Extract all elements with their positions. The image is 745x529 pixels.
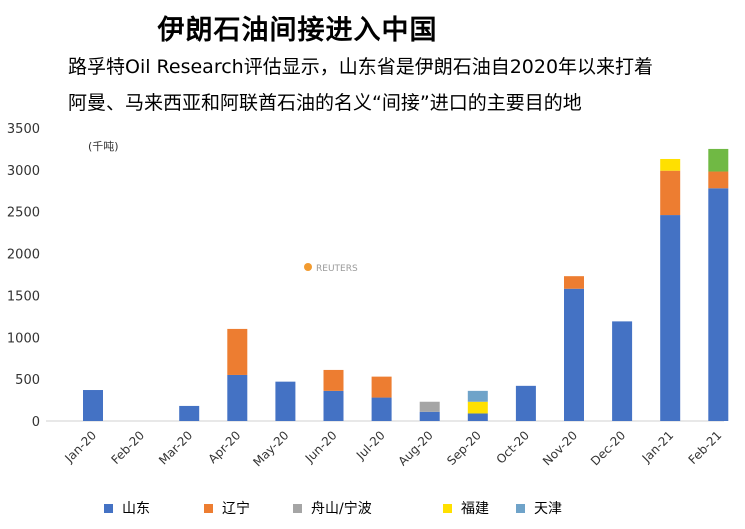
legend-item: 山东 — [104, 498, 150, 518]
y-axis-ticks: 0 500 1000 1500 2000 2500 3000 3500 — [7, 122, 40, 430]
x-tick-label: Jun-20 — [302, 428, 340, 466]
bar-segment — [227, 374, 248, 421]
x-tick-label: Feb-20 — [108, 428, 147, 467]
chart-title: 伊朗石油间接进入中国 — [157, 15, 438, 46]
reuters-logo-icon — [304, 263, 312, 271]
y-tick-label: 3000 — [7, 164, 40, 179]
legend-swatch — [104, 503, 113, 513]
x-tick-label: Nov-20 — [540, 428, 580, 468]
x-tick-label: Jan-20 — [62, 428, 100, 466]
bar-segment — [467, 401, 488, 414]
bar-segment — [419, 411, 440, 421]
x-tick-label: Feb-21 — [686, 428, 725, 467]
bar-segment — [467, 413, 488, 421]
legend-swatch — [443, 503, 452, 513]
watermark-text: REUTERS — [316, 264, 358, 274]
bar-segment — [419, 401, 440, 412]
bar-segment — [660, 170, 681, 216]
bar-segment — [323, 369, 344, 391]
bar-segment — [371, 376, 392, 398]
chart-subtitle-line-1: 路孚特Oil Research评估显示，山东省是伊朗石油自2020年以来打着 — [68, 56, 654, 78]
legend-swatch — [516, 503, 525, 513]
bar-segment — [708, 171, 729, 189]
y-tick-label: 0 — [32, 415, 40, 430]
legend-item: 辽宁 — [204, 498, 250, 518]
legend-label: 天津 — [534, 501, 562, 517]
legend-swatch — [293, 503, 302, 513]
legend-label: 福建 — [461, 501, 489, 517]
legend: 山东 辽宁 舟山/宁波 福建 天津 — [0, 498, 745, 522]
bar-segment — [467, 390, 488, 402]
x-tick-label: Sep-20 — [444, 428, 484, 468]
legend-item: 舟山/宁波 — [293, 498, 372, 518]
y-tick-label: 3500 — [7, 122, 40, 137]
unit-label: (千吨) — [88, 140, 119, 153]
y-tick-label: 2500 — [7, 206, 40, 221]
bar-segment — [708, 188, 729, 421]
bar-segment — [564, 276, 584, 289]
legend-label: 山东 — [122, 501, 150, 517]
x-tick-label: May-20 — [250, 428, 291, 469]
bar-segment — [515, 385, 536, 421]
bar-segment — [179, 405, 200, 421]
bar-segment — [83, 390, 103, 421]
bar-segment — [371, 397, 392, 421]
x-tick-label: Dec-20 — [588, 428, 628, 468]
y-tick-label: 1000 — [7, 331, 40, 346]
x-tick-label: Jul-20 — [353, 428, 388, 463]
chart-subtitle-line-2: 阿曼、马来西亚和阿联酋石油的名义“间接”进口的主要目的地 — [68, 92, 582, 114]
legend-item: 福建 — [443, 498, 489, 518]
y-tick-label: 1500 — [7, 289, 40, 304]
x-axis-ticks: Jan-20 Feb-20 Mar-20 Apr-20 May-20 Jun-20 Jul-… — [62, 428, 725, 469]
x-tick-label: Jan-21 — [639, 428, 677, 466]
reuters-watermark: REUTERS — [304, 263, 358, 274]
legend-item: 天津 — [516, 498, 562, 518]
y-tick-label: 500 — [15, 373, 40, 388]
x-tick-label: Mar-20 — [156, 428, 195, 467]
x-tick-label: Aug-20 — [395, 428, 435, 468]
bars — [83, 148, 729, 421]
bar-segment — [275, 381, 296, 421]
bar-segment — [227, 328, 248, 375]
bar-segment — [660, 215, 681, 421]
y-tick-label: 2000 — [7, 248, 40, 263]
x-tick-label: Apr-20 — [206, 428, 244, 466]
bar-segment — [323, 390, 344, 421]
bar-segment — [660, 158, 681, 171]
legend-label: 辽宁 — [222, 501, 250, 517]
bar-segment — [564, 288, 584, 421]
legend-label: 舟山/宁波 — [311, 501, 372, 517]
legend-swatch — [204, 503, 213, 513]
bar-segment — [708, 148, 729, 172]
x-tick-label: Oct-20 — [494, 428, 532, 466]
bar-segment — [612, 321, 633, 421]
